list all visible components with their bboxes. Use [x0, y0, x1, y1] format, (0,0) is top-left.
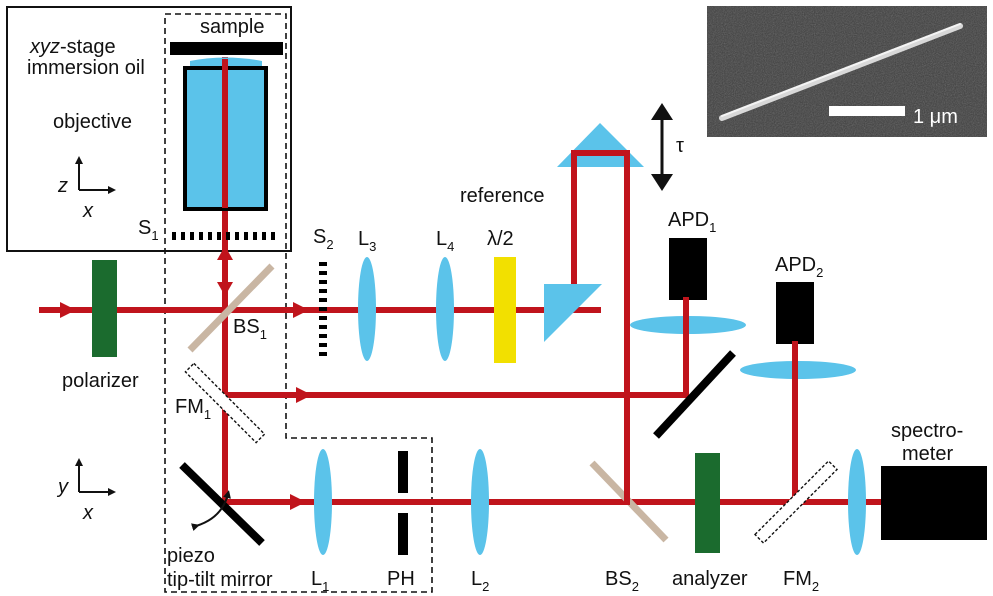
reference-prism-lower	[544, 284, 602, 342]
sem-image-inset: 1 μm	[707, 6, 987, 137]
mirror-apd1	[653, 350, 736, 439]
beam-arrow	[296, 387, 312, 403]
l2-label: L2	[471, 568, 489, 594]
beamsplitter-bs1	[187, 263, 275, 353]
svg-text:x: x	[82, 200, 94, 222]
tau-label: τ	[676, 135, 684, 157]
xyz-stage-label: xyz-stage	[29, 36, 116, 58]
beam-arrow	[290, 494, 306, 510]
apd1-label: APD1	[668, 209, 716, 235]
sample-label: sample	[200, 16, 264, 38]
polarizer-label: polarizer	[62, 370, 139, 392]
l3-label: L3	[358, 228, 376, 254]
half-wave-plate	[494, 257, 516, 363]
beam-arrow	[60, 302, 76, 318]
beam-to-apd1	[222, 302, 689, 398]
spectrometer	[881, 466, 987, 540]
s1-label: S1	[138, 217, 159, 243]
analyzer	[695, 453, 720, 553]
l1-label: L1	[311, 568, 329, 594]
piezo-label-line2: tip-tilt mirror	[167, 569, 273, 591]
polarizer	[92, 260, 117, 357]
lens-l4	[436, 257, 454, 361]
tilt-arrow	[190, 490, 231, 532]
spectrometer-label-line2: meter	[902, 443, 953, 465]
svg-text:z: z	[57, 175, 68, 197]
flip-mirror-fm2	[753, 459, 839, 545]
apd2-label: APD2	[775, 254, 823, 280]
fm2-label: FM2	[783, 568, 819, 594]
scale-bar	[829, 106, 905, 116]
piezo-label-line1: piezo	[167, 545, 215, 567]
lambda-half-label: λ/2	[487, 228, 514, 250]
s2-label: S2	[313, 226, 334, 252]
reference-label: reference	[460, 185, 545, 207]
spectrometer-lens	[848, 449, 866, 555]
analyzer-label: analyzer	[672, 568, 748, 590]
svg-text:y: y	[56, 476, 69, 498]
beam-reference-loop	[571, 150, 630, 505]
spectrometer-label-line1: spectro-	[891, 420, 963, 442]
reference-prism-upper	[557, 123, 644, 167]
dashed-region-upper	[164, 13, 433, 593]
apd2-detector	[776, 282, 814, 344]
nanowire	[719, 23, 963, 121]
lens-l3	[358, 257, 376, 361]
beam-arrow	[217, 282, 233, 296]
beam-arrows	[60, 246, 312, 510]
objective-label: objective	[53, 111, 132, 133]
pinhole-lower	[398, 513, 408, 555]
sample-bar	[170, 42, 283, 55]
immersion-oil-label: immersion oil	[27, 57, 145, 79]
lens-l2	[471, 449, 489, 555]
beam-over-prism	[571, 150, 630, 170]
beam-arrow	[217, 246, 233, 260]
axes-yx: y x	[56, 458, 116, 524]
bs2-label: BS2	[605, 568, 639, 594]
ph-label: PH	[387, 568, 415, 590]
scale-bar-label: 1 μm	[913, 106, 958, 128]
pinhole-upper	[398, 451, 408, 493]
svg-text:x: x	[82, 502, 94, 524]
delay-arrow	[651, 103, 673, 191]
axes-zx: z x	[57, 156, 116, 222]
fm1-label: FM1	[175, 396, 211, 422]
bs1-label: BS1	[233, 316, 267, 342]
apd1-detector	[669, 238, 707, 300]
beam-arrow	[293, 302, 309, 318]
l4-label: L4	[436, 228, 454, 254]
lens-l1	[314, 449, 332, 555]
